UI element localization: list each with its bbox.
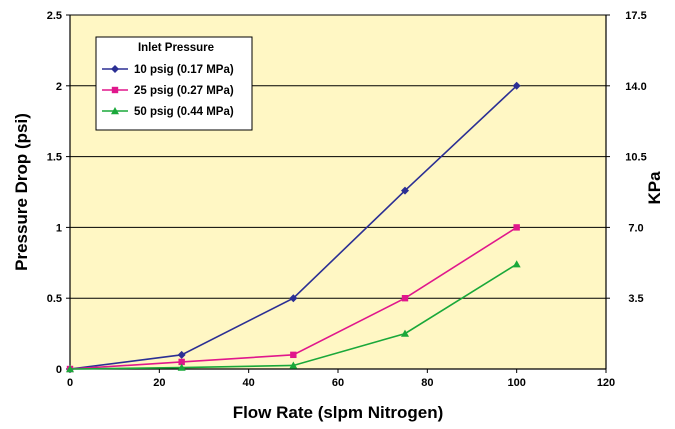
y-tick-label: 2.5 [47, 10, 62, 22]
legend: Inlet Pressure 10 psig (0.17 MPa) 25 psig… [95, 36, 253, 131]
legend-item: 25 psig (0.27 MPa) [102, 85, 234, 97]
x-tick-label: 100 [507, 377, 525, 389]
data-point-square [178, 358, 185, 366]
data-point-triangle [66, 365, 74, 373]
y2-tick-label: 7.0 [628, 222, 643, 234]
legend-title: Inlet Pressure [138, 42, 214, 54]
legend-items: 10 psig (0.17 MPa) 25 psig (0.27 MPa) 50 p… [102, 64, 234, 118]
legend-item: 10 psig (0.17 MPa) [102, 64, 234, 76]
series-layer [66, 81, 521, 373]
y-tick-label: 2 [56, 81, 62, 93]
data-point-triangle [111, 107, 119, 115]
y-tick-label: 0.5 [47, 293, 62, 305]
y2-tick-label: 14.0 [625, 81, 646, 93]
x-tick-label: 80 [421, 377, 433, 389]
y2-axis-title: KPa [645, 171, 664, 205]
x-tick-label: 60 [332, 377, 344, 389]
data-point-diamond [177, 350, 186, 359]
x-tick-label: 120 [597, 377, 615, 389]
data-point-triangle [512, 260, 521, 268]
data-point-triangle [177, 363, 186, 371]
y-tick-label: 1 [56, 222, 62, 234]
x-tick-label: 20 [153, 377, 165, 389]
data-point-diamond [111, 65, 119, 73]
legend-box [95, 36, 253, 131]
data-point-diamond [512, 81, 521, 90]
tick-labels: 0 20 40 60 80 100 120 0 0.5 1 1.5 2 2.5 3.5 7.0 10.5 14.… [47, 10, 647, 389]
data-point-triangle [401, 329, 409, 337]
legend-item: 50 psig (0.44 MPa) [102, 106, 234, 118]
data-point-square [513, 224, 520, 231]
y2-tick-label: 17.5 [625, 10, 646, 22]
data-point-square [290, 351, 297, 359]
data-point-diamond [289, 294, 298, 303]
y2-tick-label: 3.5 [628, 293, 643, 305]
data-point-square [401, 295, 409, 302]
series-3 [66, 260, 521, 373]
x-tick-label: 0 [67, 377, 73, 389]
legend-label: 25 psig (0.27 MPa) [134, 85, 234, 97]
y2-tick-label: 10.5 [625, 152, 646, 164]
y-tick-label: 1.5 [47, 152, 62, 164]
x-axis-title: Flow Rate (slpm Nitrogen) [233, 403, 444, 422]
y-axis-title: Pressure Drop (psi) [12, 113, 31, 271]
data-point-triangle [289, 361, 298, 369]
legend-label: 10 psig (0.17 MPa) [134, 64, 234, 76]
data-point-square [111, 86, 119, 94]
x-tick-label: 40 [243, 377, 255, 389]
y-tick-label: 0 [56, 364, 62, 376]
legend-label: 50 psig (0.44 MPa) [134, 106, 234, 118]
data-point-diamond [401, 186, 409, 195]
